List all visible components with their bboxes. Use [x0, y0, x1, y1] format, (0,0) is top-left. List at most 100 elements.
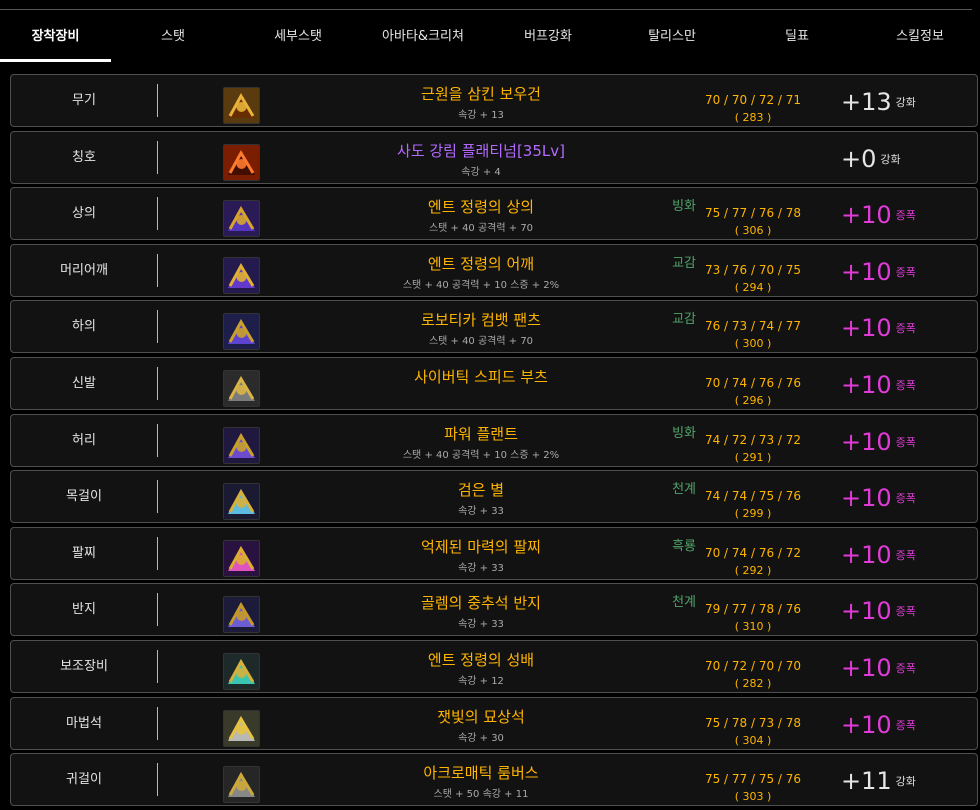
tab-skill-info[interactable]: 스킬정보: [896, 29, 944, 44]
pants-icon[interactable]: [223, 313, 260, 351]
boots-icon[interactable]: [223, 369, 260, 407]
tab-talisman[interactable]: 탈리스만: [648, 29, 696, 44]
equipment-row[interactable]: 반지 골렘의 중추석 반지 속강 + 33 천계 79 / 77 / 78 / 76 ( …: [10, 583, 978, 637]
slot-label: 신발: [72, 375, 96, 391]
item-name[interactable]: 사이버틱 스피드 부츠: [414, 367, 548, 386]
row-divider: [157, 706, 158, 740]
slot-label: 목걸이: [66, 489, 102, 505]
growth-total: ( 306 ): [734, 224, 772, 238]
item-name[interactable]: 사도 강림 플래티넘[35Lv]: [397, 141, 565, 160]
belt-icon[interactable]: [223, 426, 260, 464]
item-option: 속강 + 30: [458, 732, 504, 744]
element-tag: 빙화: [672, 425, 696, 441]
element-tag: 교감: [672, 312, 696, 328]
enhance-kind: 강화: [880, 152, 901, 166]
equipment-row[interactable]: 마법석 잿빛의 묘상석 속강 + 30 75 / 78 / 73 / 78 ( 304 …: [10, 696, 978, 750]
item-option: 속강 + 13: [458, 110, 504, 121]
element-tag: 흑룡: [672, 538, 696, 554]
item-name[interactable]: 엔트 정령의 상의: [427, 198, 535, 217]
equipment-row[interactable]: 칭호 사도 강림 플래티넘[35Lv] 속강 + 4 +0 강화: [10, 130, 978, 184]
enhance-value: +10: [841, 257, 892, 286]
item-name[interactable]: 근원을 삼킨 보우건: [421, 85, 541, 103]
equipment-row[interactable]: 하의 로보티카 컴뱃 팬츠 스탯 + 40 공격력 + 70 교감 76 / 73 / …: [10, 300, 978, 354]
equipment-row[interactable]: 허리 파워 플랜트 스탯 + 40 공격력 + 10 스증 + 2% 빙화 74 / 7…: [10, 413, 978, 467]
enhance-level: +10 증폭: [841, 371, 971, 399]
enhance-level: +10 증폭: [841, 541, 971, 569]
enhance-level: +0 강화: [841, 145, 971, 173]
element-tag: 천계: [672, 595, 696, 611]
slot-label: 머리어깨: [60, 262, 108, 278]
slot-label: 칭호: [72, 149, 96, 165]
enhance-level: +13 강화: [841, 88, 971, 116]
item-name[interactable]: 엔트 정령의 어깨: [427, 254, 535, 273]
item-name[interactable]: 파워 플랜트: [444, 424, 518, 443]
enhance-value: +0: [841, 144, 877, 173]
enhance-level: +10 증폭: [841, 654, 971, 682]
equipment-row[interactable]: 목걸이 검은 별 속강 + 33 천계 74 / 74 / 75 / 76 ( 299 )…: [10, 470, 978, 524]
slot-label: 팔찌: [72, 545, 96, 561]
enhance-kind: 증폭: [895, 718, 916, 732]
enhance-value: +10: [841, 201, 892, 230]
necklace-icon[interactable]: [223, 483, 260, 521]
tab-stats[interactable]: 스탯: [161, 29, 185, 44]
equipment-row[interactable]: 머리어깨 엔트 정령의 어깨 스탯 + 40 공격력 + 10 스증 + 2% 교감 7…: [10, 243, 978, 297]
slot-label: 귀걸이: [66, 772, 102, 788]
tab-detail-stats[interactable]: 세부스탯: [274, 29, 322, 44]
earring-icon[interactable]: [223, 766, 260, 804]
enhance-level: +11 강화: [841, 767, 971, 795]
row-divider: [157, 763, 158, 797]
top-armor-icon[interactable]: [223, 200, 260, 238]
slot-label: 무기: [72, 93, 96, 108]
enhance-value: +10: [841, 653, 892, 682]
weapon-icon[interactable]: [223, 87, 260, 124]
item-name[interactable]: 잿빛의 묘상석: [437, 707, 525, 726]
enhance-value: +11: [841, 767, 892, 796]
growth-total: ( 294 ): [734, 280, 772, 294]
item-option: 속강 + 33: [458, 562, 504, 574]
equipment-row[interactable]: 신발 사이버틱 스피드 부츠 70 / 74 / 76 / 76 ( 296 ) +10…: [10, 356, 978, 410]
slot-label: 마법석: [66, 715, 102, 731]
growth-total: ( 283 ): [734, 111, 772, 124]
row-divider: [157, 536, 158, 570]
growth-levels: 75 / 78 / 73 / 78: [704, 715, 802, 730]
tab-damage-table[interactable]: 딜표: [785, 29, 809, 44]
equipment-row[interactable]: 무기 근원을 삼킨 보우건 속강 + 13 70 / 70 / 72 / 71 ( 28…: [10, 74, 978, 127]
title-icon[interactable]: [223, 143, 260, 181]
item-option: 속강 + 12: [458, 675, 504, 687]
tab-avatar-creature[interactable]: 아바타&크리쳐: [382, 29, 464, 44]
slot-label: 상의: [72, 206, 96, 222]
item-name[interactable]: 억제된 마력의 팔찌: [421, 537, 541, 556]
item-option: 속강 + 33: [458, 619, 504, 631]
growth-levels: 75 / 77 / 75 / 76: [704, 772, 802, 787]
equipment-row[interactable]: 상의 엔트 정령의 상의 스탯 + 40 공격력 + 70 빙화 75 / 77 / 7…: [10, 187, 978, 241]
item-name[interactable]: 골렘의 중추석 반지: [421, 594, 541, 613]
shoulder-armor-icon[interactable]: [223, 256, 260, 294]
slot-label: 하의: [72, 319, 96, 335]
tab-equipment[interactable]: 장착장비: [0, 10, 111, 62]
tab-buff-enhance[interactable]: 버프강화: [524, 29, 572, 44]
bracelet-icon[interactable]: [223, 539, 260, 577]
item-option: 스탯 + 40 공격력 + 70: [428, 336, 534, 348]
enhance-kind: 증폭: [895, 209, 916, 223]
item-option: 스탯 + 40 공격력 + 10 스증 + 2%: [402, 449, 560, 461]
sub-equipment-icon[interactable]: [223, 652, 260, 690]
item-name[interactable]: 엔트 정령의 성배: [427, 650, 535, 669]
ring-icon[interactable]: [223, 596, 260, 634]
enhance-kind: 증폭: [895, 661, 916, 675]
enhance-kind: 증폭: [895, 435, 916, 449]
item-name[interactable]: 검은 별: [457, 481, 505, 500]
growth-total: ( 303 ): [734, 790, 772, 804]
slot-label: 허리: [72, 432, 96, 448]
magic-stone-icon[interactable]: [223, 709, 260, 747]
item-name[interactable]: 로보티카 컴뱃 팬츠: [421, 311, 541, 330]
item-name[interactable]: 아크로매틱 룸버스: [423, 764, 539, 783]
growth-values: 79 / 77 / 78 / 76 ( 310 ): [701, 600, 805, 636]
equipment-row[interactable]: 보조장비 엔트 정령의 성배 속강 + 12 70 / 72 / 70 / 70 ( 2…: [10, 639, 978, 693]
growth-values: 70 / 74 / 76 / 72 ( 292 ): [701, 544, 805, 580]
item-option: 스탯 + 50 속강 + 11: [433, 789, 529, 801]
growth-values: 75 / 77 / 76 / 78 ( 306 ): [701, 204, 805, 240]
enhance-kind: 증폭: [895, 605, 916, 619]
item-option: 스탯 + 40 공격력 + 70: [428, 223, 534, 235]
